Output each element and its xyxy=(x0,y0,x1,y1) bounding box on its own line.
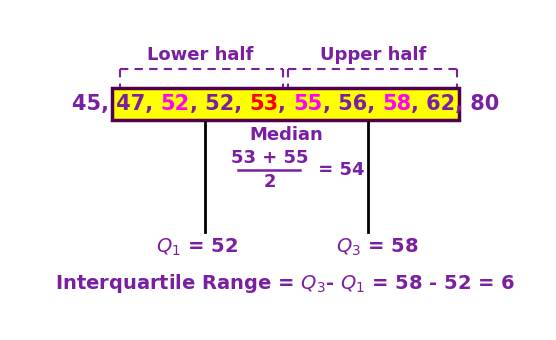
Text: 45, 47,: 45, 47, xyxy=(72,94,161,114)
Text: 53 + 55: 53 + 55 xyxy=(231,149,308,167)
Text: $Q_1$ = 52: $Q_1$ = 52 xyxy=(156,237,239,258)
Text: 53: 53 xyxy=(249,94,278,114)
FancyBboxPatch shape xyxy=(112,88,459,120)
Text: ,: , xyxy=(278,94,293,114)
Text: Interquartile Range = $Q_3$- $Q_1$ = 58 - 52 = 6: Interquartile Range = $Q_3$- $Q_1$ = 58 … xyxy=(55,272,515,295)
Text: Upper half: Upper half xyxy=(320,46,426,64)
Text: 52: 52 xyxy=(161,94,190,114)
Text: $Q_3$ = 58: $Q_3$ = 58 xyxy=(336,237,419,258)
Text: Lower half: Lower half xyxy=(147,46,253,64)
Text: 55: 55 xyxy=(293,94,322,114)
Text: , 52,: , 52, xyxy=(190,94,249,114)
Text: , 56,: , 56, xyxy=(322,94,382,114)
Text: 2: 2 xyxy=(263,173,276,191)
Text: , 62, 80: , 62, 80 xyxy=(411,94,499,114)
Text: = 54: = 54 xyxy=(312,161,365,179)
Text: 58: 58 xyxy=(382,94,411,114)
Text: Median: Median xyxy=(250,126,324,144)
